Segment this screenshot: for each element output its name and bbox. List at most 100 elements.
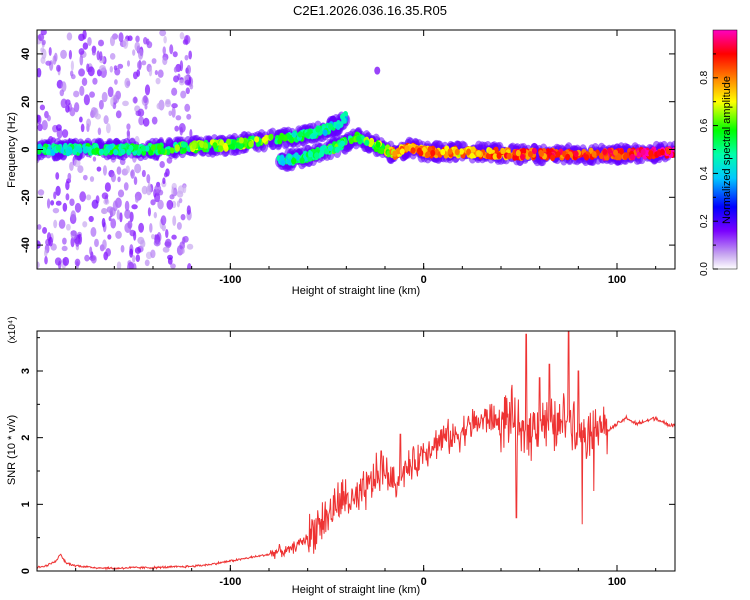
colorbar-ticks: 0.0 0.2 0.4 0.6 0.8 — [699, 53, 718, 276]
heatmap-speckle — [50, 200, 55, 206]
heatmap-speckle — [82, 30, 87, 40]
heatmap-speckle — [37, 240, 41, 249]
heatmap-speckle — [110, 172, 116, 183]
heatmap-speckle — [178, 79, 185, 86]
heatmap-spot — [374, 66, 381, 75]
heatmap-cell — [268, 133, 274, 141]
heatmap-speckle — [116, 209, 120, 220]
x-tick-label: -100 — [219, 576, 241, 588]
heatmap-speckle — [134, 195, 139, 203]
heatmap-speckle — [37, 224, 42, 230]
heatmap-speckle — [55, 172, 60, 180]
heatmap-speckle — [52, 55, 57, 65]
heatmap-cell — [307, 128, 313, 135]
heatmap-speckle — [166, 199, 174, 210]
heatmap-speckle — [186, 113, 192, 120]
heatmap-speckle — [79, 85, 85, 97]
heatmap-speckle — [40, 47, 45, 53]
heatmap-speckle — [163, 172, 168, 178]
heatmap-cell — [466, 148, 472, 155]
y-tick-label: 40 — [20, 48, 32, 60]
heatmap-speckle — [173, 66, 178, 73]
heatmap-speckle — [70, 210, 76, 221]
snr-scale-label: (x10⁴) — [7, 316, 18, 343]
colorbar: 0.0 0.2 0.4 0.6 0.8 Normalized spectral ampl… — [699, 29, 738, 276]
heatmap-cell — [648, 150, 654, 157]
heatmap-cell — [665, 148, 671, 155]
heatmap-cell — [309, 132, 315, 140]
heatmap-speckle — [180, 90, 187, 99]
heatmap-speckle — [99, 51, 103, 62]
heatmap-speckle — [153, 211, 158, 219]
heatmap-cell — [404, 144, 410, 152]
heatmap-cell — [659, 148, 665, 156]
heatmap-speckle — [69, 107, 76, 117]
heatmap-cell — [226, 138, 232, 145]
heatmap-cell — [315, 126, 321, 133]
heatmap-speckle — [184, 79, 191, 86]
heatmap-speckle — [172, 51, 178, 58]
heatmap-cell — [219, 139, 225, 147]
spectrogram-y-label: Frequency (Hz) — [6, 112, 18, 188]
heatmap-speckle — [175, 115, 182, 121]
heatmap-speckle — [146, 41, 153, 49]
heatmap-speckle — [149, 222, 153, 233]
heatmap-speckle — [90, 227, 97, 238]
heatmap-speckle — [103, 115, 109, 125]
heatmap-speckle — [84, 254, 90, 262]
heatmap-cell — [470, 146, 476, 153]
heatmap-speckle — [159, 161, 165, 168]
heatmap-cell — [91, 148, 97, 155]
heatmap-speckle — [66, 32, 73, 41]
heatmap-speckle — [69, 70, 74, 77]
heatmap-cell — [410, 147, 416, 154]
heatmap-cell — [375, 141, 381, 148]
heatmap-speckle — [126, 80, 131, 87]
heatmap-cell — [37, 143, 43, 151]
heatmap-cell — [169, 147, 175, 154]
heatmap-speckle — [79, 116, 83, 123]
heatmap-cell — [555, 151, 561, 158]
heatmap-cell — [199, 141, 205, 148]
heatmap-speckle — [44, 249, 48, 257]
heatmap-speckle — [37, 33, 45, 41]
heatmap-speckle — [144, 84, 151, 96]
heatmap-cell — [512, 154, 518, 161]
heatmap-cell — [191, 142, 197, 149]
heatmap-cell — [235, 142, 241, 149]
heatmap-speckle — [91, 50, 96, 56]
heatmap-speckle — [102, 165, 107, 176]
heatmap-cell — [459, 148, 465, 155]
heatmap-speckle — [68, 49, 72, 60]
heatmap-cell — [454, 148, 460, 156]
heatmap-speckle — [184, 54, 189, 61]
heatmap-cell — [242, 137, 248, 144]
heatmap-cell — [148, 149, 154, 156]
heatmap-speckle — [144, 259, 150, 267]
heatmap-speckle — [88, 215, 94, 223]
heatmap-speckle — [109, 66, 114, 73]
heatmap-speckle — [82, 174, 88, 181]
heatmap-cell — [500, 147, 506, 155]
heatmap-speckle — [92, 156, 97, 162]
heatmap-cell — [238, 137, 244, 144]
heatmap-cell — [328, 123, 334, 130]
heatmap-speckle — [189, 129, 193, 138]
heatmap-speckle — [110, 97, 114, 107]
colorbar-gradient — [712, 29, 738, 270]
heatmap-speckle — [79, 191, 87, 202]
heatmap-speckle — [126, 60, 131, 67]
heatmap-cell — [299, 157, 305, 164]
heatmap-speckle — [37, 123, 43, 132]
heatmap-cell — [515, 149, 521, 157]
heatmap-speckle — [48, 236, 53, 247]
heatmap-speckle — [138, 116, 145, 126]
snr-y-label: SNR (10 * v/v) — [6, 415, 18, 485]
heatmap-cell — [293, 152, 299, 159]
x-tick-label: 0 — [421, 576, 427, 588]
heatmap-speckle — [73, 90, 80, 98]
snr-frame — [36, 330, 676, 572]
heatmap-speckle — [182, 184, 187, 194]
heatmap-speckle — [75, 237, 80, 247]
heatmap-speckle — [154, 184, 162, 194]
